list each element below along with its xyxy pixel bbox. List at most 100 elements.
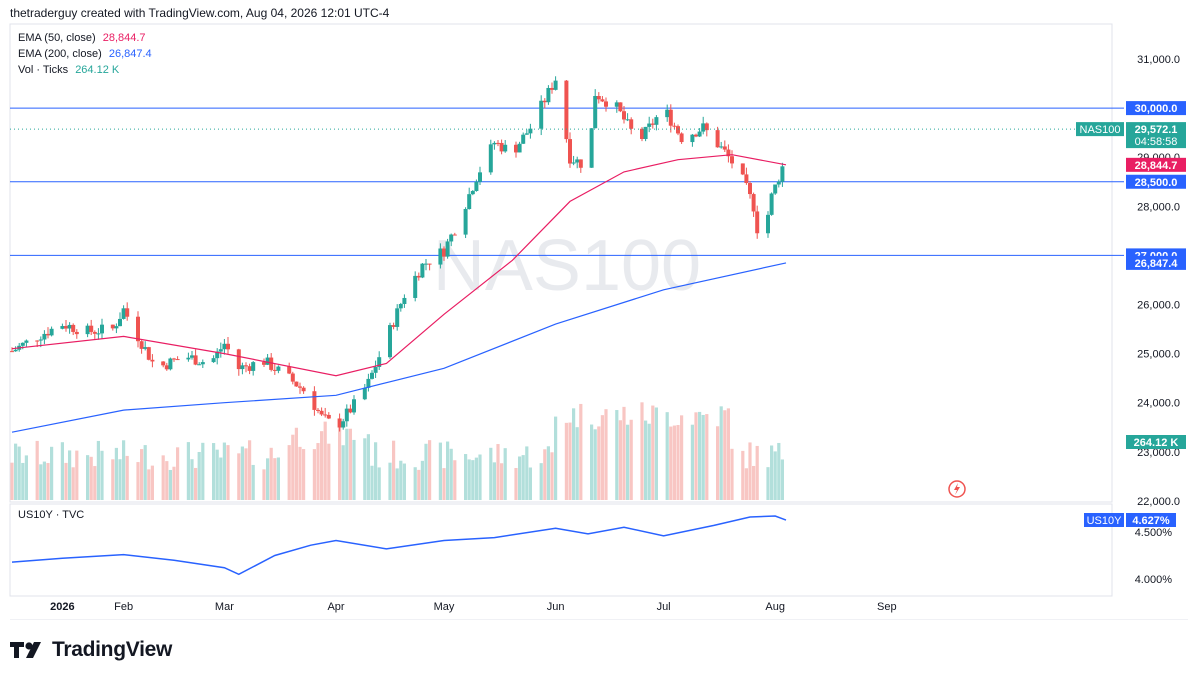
volume-bar	[446, 441, 450, 500]
x-axis-label: Aug	[765, 601, 785, 613]
volume-bar	[176, 447, 180, 500]
candle-body	[715, 130, 720, 148]
candle-body	[629, 119, 634, 129]
candle-body	[550, 87, 554, 90]
volume-bar	[338, 421, 342, 500]
candle-body	[10, 351, 14, 353]
candle-body	[524, 133, 529, 135]
legend-ema200[interactable]: EMA (200, close) 26,847.4	[18, 46, 152, 62]
candle-body	[539, 100, 544, 129]
candle-body	[578, 159, 583, 168]
candle-body	[352, 399, 356, 413]
volume-bar	[388, 462, 392, 500]
candle-body	[146, 347, 151, 360]
candle-body	[121, 308, 126, 319]
candle-body	[704, 123, 709, 131]
tradingview-logo-icon	[10, 642, 41, 658]
volume-bar	[597, 426, 601, 500]
volume-bar	[190, 459, 194, 500]
candle-body	[319, 410, 324, 415]
volume-bar	[168, 469, 172, 500]
volume-bar	[215, 449, 219, 500]
volume-bar	[186, 442, 190, 500]
candle-body	[748, 183, 752, 195]
x-axis-label: Sep	[877, 601, 897, 613]
volume-bar	[417, 469, 421, 500]
candle-body	[640, 128, 644, 139]
volume-bar	[226, 445, 230, 500]
candle-body	[373, 366, 378, 373]
candle-body	[542, 100, 547, 103]
volume-bar	[17, 446, 21, 500]
volume-bar	[266, 458, 270, 500]
volume-bar	[467, 459, 471, 500]
volume-bar	[363, 438, 367, 500]
candle-body	[442, 248, 446, 257]
volume-bar	[298, 446, 302, 500]
ema50-price-label: 28,844.7	[1135, 160, 1178, 172]
volume-bar	[262, 469, 266, 500]
volume-bar	[500, 463, 504, 500]
volume-bar	[114, 447, 118, 500]
volume-bar	[348, 428, 352, 500]
volume-bar	[222, 442, 226, 500]
candle-body	[38, 339, 43, 341]
volume-bar	[546, 446, 550, 500]
candle-body	[694, 134, 698, 137]
volume-bar	[449, 448, 453, 500]
candle-body	[172, 358, 176, 360]
volume-bar	[399, 460, 403, 500]
volume-bar	[572, 408, 576, 500]
volume-bar	[93, 466, 97, 500]
candle-body	[679, 133, 684, 143]
nas100-chart[interactable]: NAS10031,000.029,000.028,000.026,000.025…	[0, 0, 1200, 620]
last-price-label-bg	[1126, 122, 1186, 149]
volume-bar	[219, 457, 223, 500]
candle-body	[391, 325, 396, 327]
candle-body	[596, 95, 601, 100]
volume-bar	[593, 429, 597, 500]
candle-body	[100, 324, 104, 334]
volume-bar	[741, 450, 745, 500]
volume-bar	[345, 428, 349, 500]
volume-bar	[629, 419, 633, 500]
volume-bar	[64, 462, 68, 500]
candle-body	[269, 357, 274, 370]
legend-volume[interactable]: Vol · Ticks 264.12 K	[18, 62, 119, 78]
volume-bar	[377, 467, 381, 500]
legend-volume-value: 264.12 K	[75, 64, 120, 76]
candle-body	[49, 328, 54, 336]
candle-body	[445, 241, 450, 257]
volume-bar	[320, 431, 324, 500]
legend-ema50[interactable]: EMA (50, close) 28,844.7	[18, 30, 146, 46]
volume-bar	[14, 443, 18, 500]
volume-bar	[370, 465, 374, 500]
volume-bar	[413, 467, 417, 500]
volume-bar	[86, 455, 90, 500]
volume-bar	[294, 427, 298, 500]
candle-body	[672, 125, 677, 127]
tradingview-logo[interactable]: TradingView	[10, 636, 172, 664]
candle-body	[251, 362, 256, 371]
candle-body	[722, 146, 727, 150]
candle-body	[323, 414, 328, 416]
volume-label-bg	[1126, 435, 1186, 449]
candle-body	[370, 372, 374, 379]
candle-body	[186, 357, 191, 360]
x-axis-label: Jul	[657, 601, 671, 613]
volume-bar	[579, 403, 583, 500]
candle-body	[575, 159, 580, 163]
candle-body	[488, 144, 493, 173]
candle-body	[125, 308, 130, 317]
price-label-30000-bg	[1126, 101, 1186, 116]
volume-bar	[35, 440, 39, 500]
candle-body	[240, 365, 245, 370]
candle-body	[301, 387, 306, 392]
price-label-30000: 30,000.0	[1135, 103, 1178, 115]
volume-bar	[698, 411, 702, 500]
volume-bar	[644, 420, 648, 500]
candle-body	[190, 355, 194, 358]
volume-bar	[60, 442, 64, 500]
candle-body	[35, 340, 40, 342]
candle-body	[600, 99, 605, 102]
